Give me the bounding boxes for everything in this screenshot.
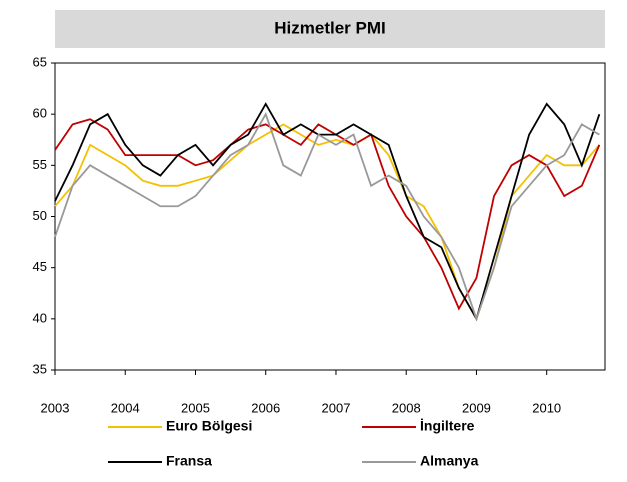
- x-tick-label: 2007: [322, 400, 351, 415]
- x-tick-label: 2004: [111, 400, 140, 415]
- legend-label: İngiltere: [420, 418, 475, 434]
- legend-label: Almanya: [420, 453, 479, 469]
- y-tick-label: 50: [33, 208, 47, 223]
- series-line: [54, 123, 601, 322]
- y-tick-label: 35: [33, 361, 47, 376]
- y-tick-label: 65: [33, 54, 47, 69]
- x-tick-label: 2008: [392, 400, 421, 415]
- series-line: [54, 111, 600, 322]
- plot-frame: [54, 62, 606, 371]
- y-tick-label: 60: [33, 106, 47, 121]
- y-tick-label: 55: [33, 157, 47, 172]
- x-tick-label: 2010: [532, 400, 561, 415]
- series-line: [54, 102, 601, 322]
- legend-label: Euro Bölgesi: [166, 418, 252, 434]
- x-tick-label: 2003: [41, 400, 70, 415]
- x-tick-label: 2005: [181, 400, 210, 415]
- x-tick-label: 2006: [251, 400, 280, 415]
- title-band: [55, 10, 605, 48]
- x-tick-label: 2009: [462, 400, 491, 415]
- y-tick-label: 45: [33, 259, 47, 274]
- legend-label: Fransa: [166, 453, 212, 469]
- chart-title: Hizmetler PMI: [274, 18, 385, 37]
- y-tick-label: 40: [33, 310, 47, 325]
- series-line: [54, 118, 601, 311]
